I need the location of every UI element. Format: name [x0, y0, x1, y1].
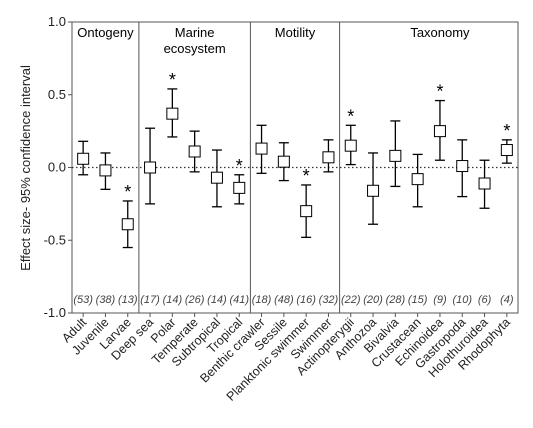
significance-star: * — [169, 70, 176, 90]
sample-size-label: (14) — [163, 294, 183, 306]
mean-marker — [188, 145, 201, 158]
mean-marker — [344, 139, 357, 152]
significance-star: * — [303, 166, 310, 186]
sample-size-label: (16) — [296, 294, 316, 306]
significance-star: * — [436, 82, 443, 102]
sample-size-label: (26) — [185, 294, 205, 306]
sample-size-label: (41) — [229, 294, 249, 306]
data-marks: (53) (38)*(13) (17)*(14) (26) (14)*(41) (18)(… — [73, 70, 514, 306]
mean-marker — [233, 181, 246, 194]
sample-size-label: (28) — [386, 294, 406, 306]
y-tick-label: 1.0 — [48, 14, 66, 29]
mean-marker — [210, 171, 223, 184]
mean-marker — [478, 177, 491, 190]
sample-size-label: (13) — [118, 294, 138, 306]
sample-size-label: (14) — [207, 294, 227, 306]
mean-marker — [99, 164, 112, 177]
mean-marker — [144, 161, 157, 174]
y-axis: 1.0 0.5 0.0 -0.5 -1.0 — [44, 14, 72, 320]
sample-size-label: (20) — [363, 294, 383, 306]
mean-marker — [277, 155, 290, 168]
mean-marker — [433, 125, 446, 138]
sample-size-label: (48) — [274, 294, 294, 306]
sample-size-label: (6) — [478, 294, 492, 306]
mean-marker — [255, 142, 268, 155]
significance-star: * — [236, 156, 243, 176]
y-tick-label: 0.0 — [48, 160, 66, 175]
mean-marker — [367, 184, 380, 197]
mean-marker — [322, 151, 335, 164]
sample-size-label: (9) — [433, 294, 447, 306]
mean-marker — [166, 107, 179, 120]
sample-size-label: (32) — [319, 294, 339, 306]
plot-frame — [71, 21, 519, 314]
y-axis-label: Effect size- 95% confidence interval — [18, 65, 33, 271]
group-label: Motility — [275, 25, 316, 40]
sample-size-label: (4) — [500, 294, 514, 306]
significance-star: * — [124, 182, 131, 202]
y-tick-label: -1.0 — [44, 305, 66, 320]
sample-size-label: (22) — [341, 294, 361, 306]
group-label: Ontogeny — [77, 25, 134, 40]
mean-marker — [456, 160, 469, 173]
group-label: Marine — [175, 25, 215, 40]
sample-size-label: (15) — [408, 294, 428, 306]
y-tick-label: -0.5 — [44, 232, 66, 247]
sample-size-label: (53) — [73, 294, 93, 306]
significance-star: * — [503, 121, 510, 141]
sample-size-label: (38) — [96, 294, 116, 306]
group-label: Taxonomy — [410, 25, 470, 40]
mean-marker — [411, 173, 424, 186]
mean-marker — [121, 218, 134, 231]
sample-size-label: (17) — [140, 294, 160, 306]
mean-marker — [389, 149, 402, 162]
group-label-line2: ecosystem — [164, 41, 226, 56]
sample-size-label: (10) — [452, 294, 472, 306]
sample-size-label: (18) — [252, 294, 272, 306]
mean-marker — [500, 144, 513, 157]
y-tick-label: 0.5 — [48, 87, 66, 102]
significance-star: * — [347, 106, 354, 126]
mean-marker — [77, 152, 90, 165]
mean-marker — [300, 205, 313, 218]
